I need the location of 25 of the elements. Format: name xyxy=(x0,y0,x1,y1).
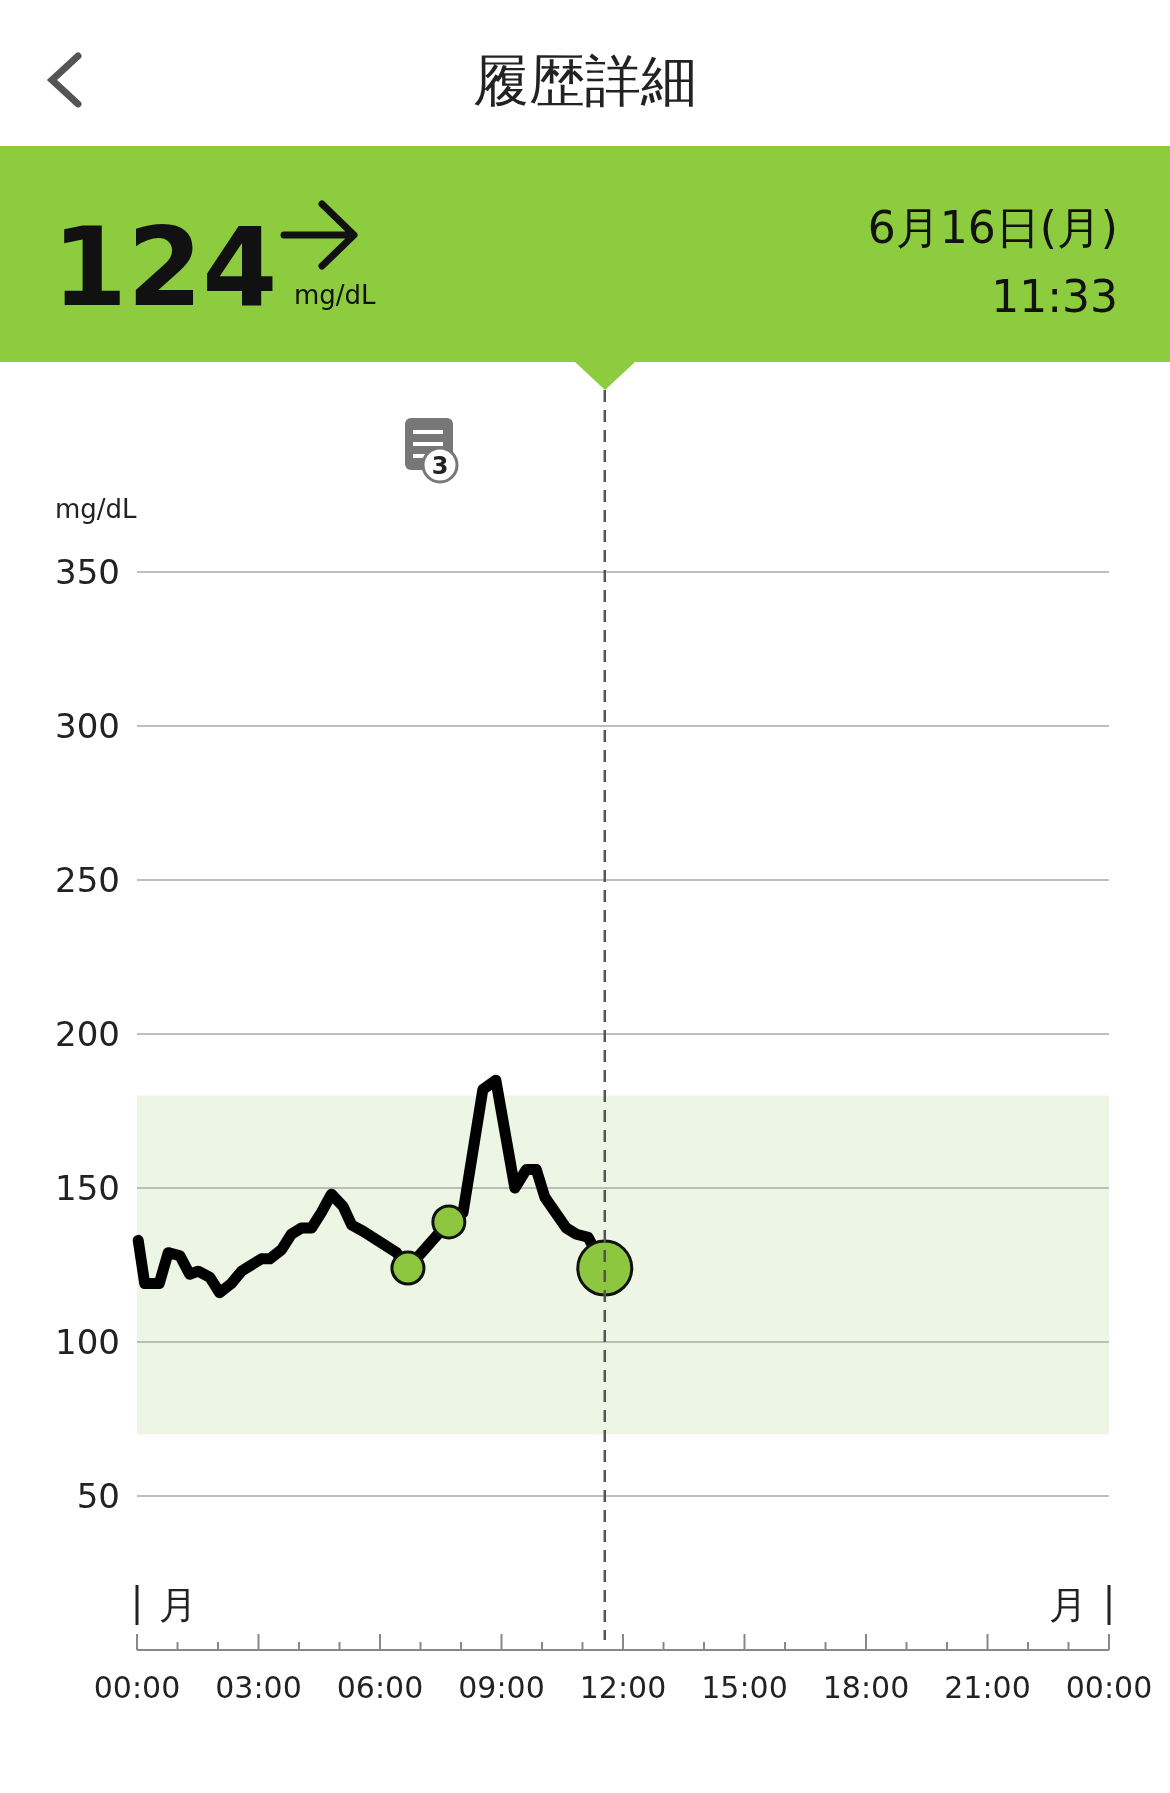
x-tick-label: 03:00 xyxy=(215,1670,302,1705)
y-axis-title: mg/dL xyxy=(55,494,138,524)
y-tick-label: 50 xyxy=(76,1476,120,1516)
y-tick-label: 300 xyxy=(55,706,120,746)
text: 6月16日(月) xyxy=(867,202,1118,253)
y-tick-label: 100 xyxy=(55,1322,120,1362)
x-tick-label: 00:00 xyxy=(1065,1670,1153,1705)
y-tick-label: 350 xyxy=(55,552,120,592)
x-tick-label: 06:00 xyxy=(336,1670,424,1705)
y-tick-label: 250 xyxy=(55,860,120,900)
text: 3 xyxy=(431,452,449,480)
annotation: 月 xyxy=(159,1583,197,1627)
y-tick-label: 200 xyxy=(55,1014,120,1054)
text: mg/dL xyxy=(294,280,377,310)
x-tick-label: 00:00 xyxy=(93,1670,181,1705)
chart-title: 履歴詳細 xyxy=(473,48,697,113)
x-tick-label: 15:00 xyxy=(701,1670,788,1705)
x-tick-label: 09:00 xyxy=(458,1670,545,1705)
annotation: 月 xyxy=(1049,1583,1087,1627)
text: 11:33 xyxy=(991,271,1118,322)
x-tick-label: 12:00 xyxy=(579,1670,667,1705)
y-tick-label: 150 xyxy=(55,1168,120,1208)
x-tick-label: 21:00 xyxy=(944,1670,1031,1705)
x-tick-label: 18:00 xyxy=(822,1670,910,1705)
text: 124 xyxy=(52,205,278,330)
